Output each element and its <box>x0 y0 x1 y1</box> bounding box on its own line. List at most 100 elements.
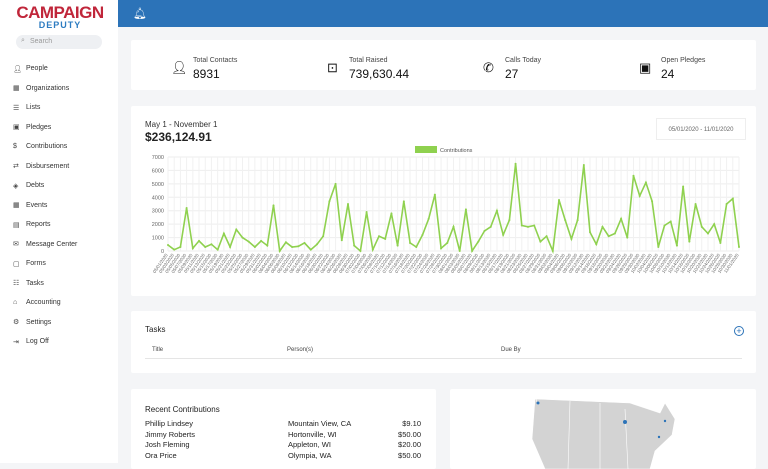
data-point[interactable] <box>570 237 573 240</box>
data-point[interactable] <box>384 237 387 240</box>
data-point[interactable] <box>328 200 331 203</box>
data-point[interactable] <box>682 185 685 188</box>
data-point[interactable] <box>241 236 244 239</box>
data-point[interactable] <box>632 174 635 177</box>
data-point[interactable] <box>204 245 207 248</box>
data-point[interactable] <box>371 248 374 251</box>
data-point[interactable] <box>216 248 219 251</box>
data-point[interactable] <box>520 224 523 227</box>
data-point[interactable] <box>582 164 585 167</box>
data-point[interactable] <box>508 219 511 222</box>
contribution-row[interactable]: Jimmy Roberts Hortonville, WI $50.00 <box>145 430 421 440</box>
data-point[interactable] <box>191 247 194 250</box>
us-map[interactable] <box>450 389 756 469</box>
sidebar-item-contributions[interactable]: $ Contributions <box>13 137 77 157</box>
data-point[interactable] <box>713 223 716 226</box>
data-point[interactable] <box>235 228 238 231</box>
data-point[interactable] <box>477 240 480 243</box>
data-point[interactable] <box>502 233 505 236</box>
data-point[interactable] <box>464 208 467 211</box>
data-point[interactable] <box>526 225 529 228</box>
data-point[interactable] <box>284 241 287 244</box>
data-point[interactable] <box>626 236 629 239</box>
data-point[interactable] <box>669 220 672 223</box>
data-point[interactable] <box>167 243 169 246</box>
logo[interactable]: CAMPAIGN DEPUTY <box>10 3 110 30</box>
data-point[interactable] <box>297 245 300 248</box>
data-point[interactable] <box>421 233 424 236</box>
data-point[interactable] <box>440 247 443 250</box>
data-point[interactable] <box>409 241 412 244</box>
data-point[interactable] <box>247 240 250 243</box>
data-point[interactable] <box>198 239 201 242</box>
data-point[interactable] <box>334 182 337 185</box>
data-point[interactable] <box>222 232 225 235</box>
column-title[interactable]: Title <box>152 347 164 353</box>
data-point[interactable] <box>663 224 666 227</box>
sidebar-item-disbursement[interactable]: ⇄ Disbursement <box>13 157 77 177</box>
data-point[interactable] <box>539 240 542 243</box>
data-point[interactable] <box>483 229 486 232</box>
data-point[interactable] <box>471 250 474 252</box>
data-point[interactable] <box>589 231 592 234</box>
data-point[interactable] <box>427 217 430 220</box>
data-point[interactable] <box>613 232 616 235</box>
sidebar-item-settings[interactable]: ⚙ Settings <box>13 313 77 333</box>
legend-label[interactable]: Contributions <box>440 148 473 154</box>
data-point[interactable] <box>731 197 734 200</box>
data-point[interactable] <box>694 203 697 205</box>
column-due-by[interactable]: Due By <box>501 347 521 353</box>
data-point[interactable] <box>322 235 325 238</box>
data-point[interactable] <box>253 245 256 248</box>
data-point[interactable] <box>551 250 554 252</box>
search-input[interactable]: ⌕ Search <box>16 35 102 49</box>
data-point[interactable] <box>365 211 368 214</box>
data-point[interactable] <box>675 244 678 247</box>
data-point[interactable] <box>533 224 536 227</box>
data-point[interactable] <box>595 243 598 246</box>
sidebar-item-events[interactable]: ▦ Events <box>13 196 77 216</box>
data-point[interactable] <box>700 225 703 228</box>
data-point[interactable] <box>433 193 436 196</box>
data-point[interactable] <box>458 250 461 252</box>
sidebar-item-reports[interactable]: ▤ Reports <box>13 215 77 235</box>
data-point[interactable] <box>489 225 492 228</box>
data-point[interactable] <box>446 241 449 244</box>
sidebar-item-pledges[interactable]: ▣ Pledges <box>13 118 77 138</box>
data-point[interactable] <box>378 235 381 238</box>
data-point[interactable] <box>353 244 356 247</box>
data-point[interactable] <box>607 235 610 238</box>
data-point[interactable] <box>688 240 691 243</box>
data-point[interactable] <box>638 194 641 197</box>
sidebar-item-tasks[interactable]: ☷ Tasks <box>13 274 77 294</box>
sidebar-item-forms[interactable]: ▢ Forms <box>13 254 77 274</box>
column-persons[interactable]: Person(s) <box>287 347 314 353</box>
data-point[interactable] <box>185 207 188 210</box>
date-range-picker[interactable]: 05/01/2020 - 11/01/2020 <box>656 118 746 140</box>
data-point[interactable] <box>558 198 561 201</box>
sidebar-item-message-center[interactable]: ✉ Message Center <box>13 235 77 255</box>
data-point[interactable] <box>260 239 263 242</box>
sidebar-item-lists[interactable]: ☰ Lists <box>13 98 77 118</box>
data-point[interactable] <box>725 203 728 205</box>
plus-circle-icon[interactable]: + <box>734 326 744 336</box>
contribution-row[interactable]: Josh Fleming Appleton, WI $20.00 <box>145 440 421 450</box>
data-point[interactable] <box>390 212 393 215</box>
data-point[interactable] <box>495 209 498 212</box>
data-point[interactable] <box>564 219 567 222</box>
data-point[interactable] <box>272 204 275 207</box>
contribution-row[interactable]: Phillip Lindsey Mountain View, CA $9.10 <box>145 419 421 429</box>
bell-icon[interactable]: 🔔︎ <box>133 8 147 20</box>
data-point[interactable] <box>452 225 455 228</box>
data-point[interactable] <box>651 200 654 203</box>
data-point[interactable] <box>278 250 281 252</box>
data-point[interactable] <box>545 235 548 238</box>
data-point[interactable] <box>340 239 343 242</box>
data-point[interactable] <box>210 243 213 246</box>
data-point[interactable] <box>706 232 709 235</box>
sidebar-item-debts[interactable]: ◈ Debts <box>13 176 77 196</box>
data-point[interactable] <box>601 225 604 228</box>
data-point[interactable] <box>396 244 399 247</box>
data-point[interactable] <box>179 245 182 248</box>
data-point[interactable] <box>309 248 312 251</box>
